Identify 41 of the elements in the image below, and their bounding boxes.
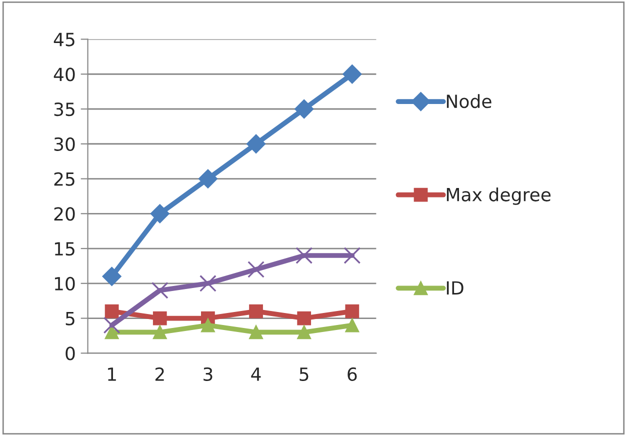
point <box>297 325 312 340</box>
point <box>152 325 167 340</box>
point <box>344 247 361 264</box>
x-tick-label: 1 <box>108 368 116 381</box>
y-tick-label: 20 <box>54 207 75 221</box>
point <box>152 311 167 326</box>
x-tick-label: 4 <box>251 368 261 381</box>
x-tick-label: 2 <box>155 367 164 381</box>
point <box>296 247 313 264</box>
legend-label: ID <box>446 281 464 294</box>
point <box>248 260 264 278</box>
y-tick-label: 45 <box>54 32 74 46</box>
point <box>150 204 170 224</box>
x-tick-label: 5 <box>300 368 308 382</box>
y-tick-label: 35 <box>54 102 74 116</box>
y-tick-label: 10 <box>54 276 75 291</box>
point <box>246 134 266 154</box>
point <box>201 318 215 332</box>
point <box>102 266 122 286</box>
legend-label: Node <box>446 94 492 108</box>
point <box>249 325 263 340</box>
point <box>151 282 168 299</box>
point <box>104 304 119 318</box>
point <box>294 99 314 119</box>
y-tick-label: 40 <box>54 68 75 82</box>
point <box>199 274 216 292</box>
point <box>198 169 218 188</box>
y-tick-label: 0 <box>66 346 75 360</box>
legend-label: Max degree <box>446 187 551 205</box>
point <box>345 318 360 332</box>
x-tick-label: 3 <box>204 367 212 382</box>
point <box>249 304 263 318</box>
y-tick-label: 30 <box>54 137 75 151</box>
x-tick-label: 6 <box>348 367 357 382</box>
point <box>103 316 120 334</box>
y-tick-label: 5 <box>66 312 74 326</box>
point <box>342 64 362 84</box>
point <box>297 311 312 326</box>
y-tick-label: 15 <box>54 242 74 256</box>
y-tick-label: 25 <box>54 172 74 186</box>
point <box>345 304 360 318</box>
